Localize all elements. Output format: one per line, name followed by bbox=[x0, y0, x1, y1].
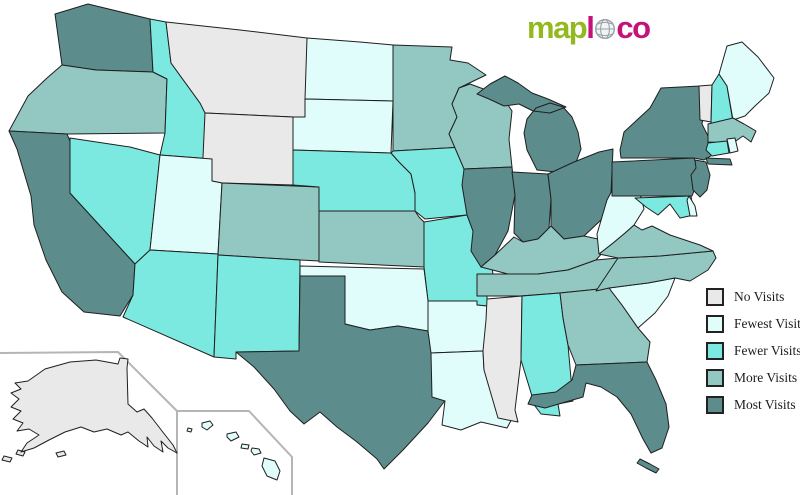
state-vermont bbox=[698, 84, 713, 123]
state-maine bbox=[718, 41, 775, 121]
legend-item-fewest-visits: Fewest Visits bbox=[706, 315, 800, 333]
state-kansas bbox=[318, 210, 425, 268]
visits-legend: No Visits Fewest Visits Fewer Visits Mor… bbox=[706, 288, 800, 424]
state-pennsylvania bbox=[611, 157, 701, 197]
logo-text-map: map bbox=[527, 10, 588, 45]
legend-label: Most Visits bbox=[734, 397, 796, 412]
legend-swatch-fewest-visits bbox=[706, 315, 724, 333]
state-connecticut bbox=[705, 140, 730, 157]
state-north-dakota bbox=[304, 37, 394, 102]
legend-item-most-visits: Most Visits bbox=[706, 396, 800, 414]
logo-text-l: l bbox=[586, 10, 595, 45]
state-colorado bbox=[217, 182, 320, 262]
logo-text-co: co bbox=[616, 10, 651, 45]
legend-label: Fewer Visits bbox=[734, 343, 800, 358]
legend-swatch-most-visits bbox=[706, 396, 724, 414]
state-south-dakota bbox=[292, 98, 394, 154]
hawaii-inset-frame bbox=[177, 410, 293, 495]
state-wyoming bbox=[201, 112, 294, 186]
state-delaware bbox=[686, 195, 698, 217]
state-alaska bbox=[1, 357, 178, 463]
maploco-logo[interactable]: map l co bbox=[527, 8, 651, 48]
state-new-jersey bbox=[690, 159, 711, 198]
legend-label: No Visits bbox=[734, 289, 785, 304]
state-oregon bbox=[8, 64, 168, 135]
state-rhode-island bbox=[726, 137, 739, 154]
legend-swatch-more-visits bbox=[706, 369, 724, 387]
state-michigan bbox=[476, 75, 582, 173]
legend-swatch-no-visits bbox=[706, 288, 724, 306]
state-maryland bbox=[634, 195, 695, 219]
legend-item-more-visits: More Visits bbox=[706, 369, 800, 387]
legend-item-no-visits: No Visits bbox=[706, 288, 800, 306]
state-hawaii bbox=[186, 420, 281, 481]
state-washington bbox=[54, 3, 154, 73]
state-texas bbox=[235, 275, 448, 470]
legend-item-fewer-visits: Fewer Visits bbox=[706, 342, 800, 360]
state-arizona bbox=[122, 249, 219, 358]
legend-swatch-fewer-visits bbox=[706, 342, 724, 360]
state-new-mexico bbox=[213, 254, 301, 360]
state-florida bbox=[527, 361, 670, 474]
legend-label: Fewest Visits bbox=[734, 316, 800, 331]
legend-label: More Visits bbox=[734, 370, 798, 385]
globe-icon bbox=[595, 18, 616, 40]
state-utah bbox=[149, 154, 223, 255]
